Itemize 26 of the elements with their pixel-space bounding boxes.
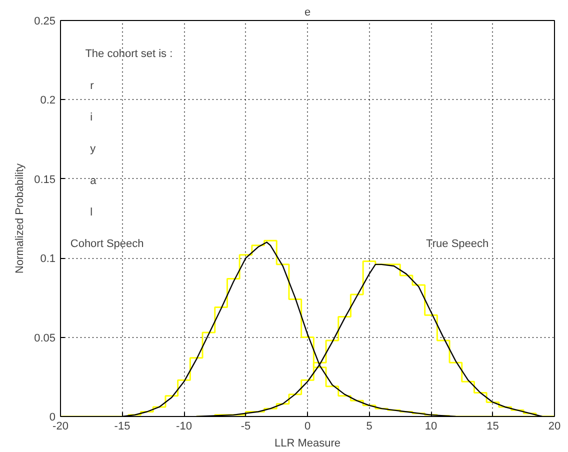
x-tick-label: 20 — [548, 420, 561, 432]
annotation: y — [90, 143, 96, 156]
y-axis-title: Normalized Probability — [14, 162, 26, 274]
x-tick-label: 5 — [366, 420, 372, 432]
annotation: l — [90, 206, 93, 218]
y-tick-label: 0.25 — [34, 16, 56, 28]
annotation: a — [90, 174, 98, 187]
x-tick-label: -5 — [240, 420, 251, 432]
y-tick-label: 0.05 — [34, 332, 56, 344]
x-tick-label: -10 — [176, 420, 192, 432]
annotation: True Speech — [426, 238, 489, 250]
x-tick-label: -20 — [52, 420, 68, 432]
x-tick-label: -15 — [114, 420, 130, 432]
y-tick-label: 0.15 — [34, 174, 56, 186]
y-tick-label: 0 — [49, 412, 56, 424]
y-tick-label: 0.2 — [40, 94, 56, 107]
annotation: Cohort Speech — [70, 238, 144, 250]
annotation: i — [90, 111, 93, 124]
x-axis-title: LLR Measure — [274, 438, 341, 450]
y-tick-label: 0.1 — [40, 253, 56, 266]
annotation: The cohort set is : — [85, 48, 173, 60]
x-tick-label: 0 — [304, 420, 311, 432]
annotation: r — [90, 80, 94, 92]
chart-title: e — [304, 6, 311, 18]
x-tick-label: 10 — [424, 420, 438, 432]
x-tick-label: 15 — [486, 420, 499, 432]
